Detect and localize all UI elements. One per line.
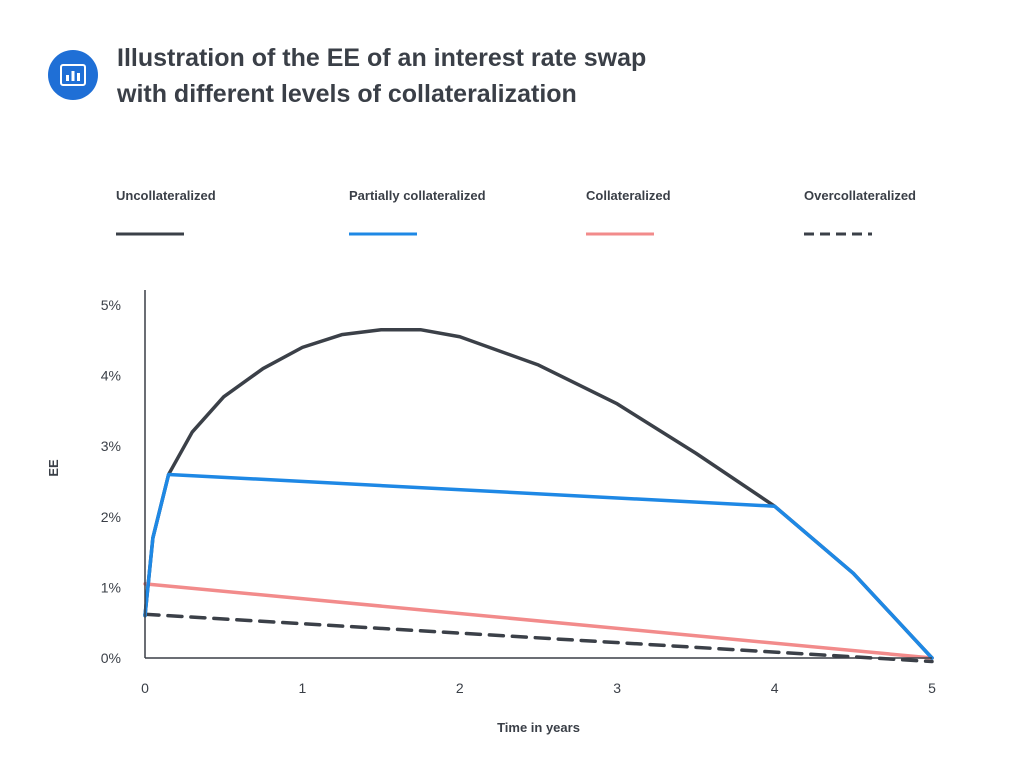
series-overcollateralized xyxy=(143,612,934,664)
y-tick-label: 0% xyxy=(101,650,121,666)
y-axis-title: EE xyxy=(46,459,61,477)
legend-item-partially-collateralized: Partially collateralized xyxy=(349,188,486,244)
x-axis-title: Time in years xyxy=(497,720,580,735)
x-tick-label: 3 xyxy=(613,680,621,696)
chart-title-line-1: Illustration of the EE of an interest ra… xyxy=(117,44,647,72)
y-tick-label: 3% xyxy=(101,438,121,454)
x-tick-label: 2 xyxy=(456,680,464,696)
chart-legend: Uncollateralized Partially collateralize… xyxy=(0,188,1024,248)
legend-label-overcollateralized: Overcollateralized xyxy=(804,188,916,203)
y-tick-label: 2% xyxy=(101,509,121,525)
chart-title-line-2: with different levels of collateralizati… xyxy=(117,80,577,108)
series-layer xyxy=(143,327,934,664)
y-tick-label: 5% xyxy=(101,297,121,313)
y-tick-label: 4% xyxy=(101,368,121,384)
series-collateralized xyxy=(143,582,934,660)
legend-item-overcollateralized: Overcollateralized xyxy=(804,188,916,244)
legend-item-uncollateralized: Uncollateralized xyxy=(116,188,216,244)
x-tick-label: 4 xyxy=(771,680,779,696)
chart-title: Illustration of the EE of an interest ra… xyxy=(117,40,817,112)
bar-chart-icon xyxy=(48,50,98,100)
legend-label-uncollateralized: Uncollateralized xyxy=(116,188,216,203)
x-tick-label: 1 xyxy=(299,680,307,696)
legend-label-partially-collateralized: Partially collateralized xyxy=(349,188,486,203)
y-tick-label: 1% xyxy=(101,579,121,595)
x-tick-label: 5 xyxy=(928,680,936,696)
legend-label-collateralized: Collateralized xyxy=(586,188,671,203)
bar-chart-icon-glyph xyxy=(60,64,86,86)
x-tick-label: 0 xyxy=(141,680,149,696)
legend-swatch-partially-collateralized xyxy=(349,232,417,236)
series-uncollateralized xyxy=(143,327,934,660)
y-tick-labels: 0% 1% 2% 3% 4% 5% xyxy=(101,297,121,666)
legend-item-collateralized: Collateralized xyxy=(586,188,671,244)
series-partially-collateralized xyxy=(143,472,934,660)
legend-swatch-collateralized xyxy=(586,232,654,236)
legend-swatch-overcollateralized xyxy=(804,232,872,236)
legend-swatch-uncollateralized xyxy=(116,232,184,236)
x-tick-labels: 0 1 2 3 4 5 xyxy=(141,680,936,696)
